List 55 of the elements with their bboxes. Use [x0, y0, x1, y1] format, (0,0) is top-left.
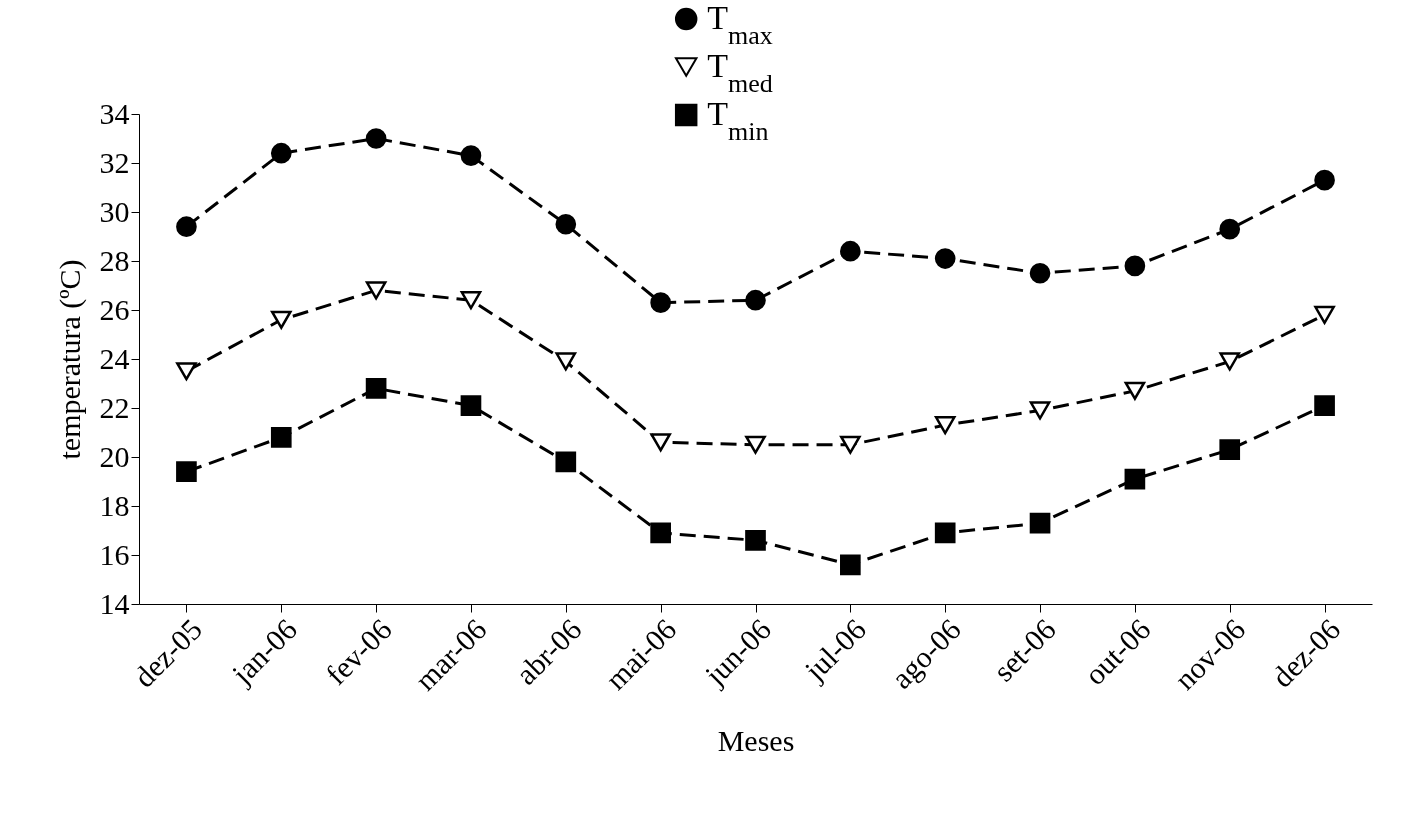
point [365, 378, 387, 399]
point [270, 310, 292, 329]
point [1124, 468, 1146, 490]
y-tick-label: 20 [99, 439, 130, 473]
point [270, 142, 292, 164]
y-tick-label: 26 [99, 292, 130, 326]
point [840, 554, 861, 576]
y-tick-label: 32 [99, 145, 130, 179]
point [840, 435, 861, 454]
y-tick-label: 16 [99, 537, 130, 571]
point [840, 240, 861, 262]
y-tick-label: 28 [99, 243, 130, 277]
point [1219, 352, 1241, 371]
point [745, 529, 766, 551]
point [650, 292, 671, 313]
y-tick-label: 14 [99, 586, 130, 620]
point [270, 427, 292, 448]
point [176, 461, 197, 483]
y-axis-title: temperatura (ºC) [52, 259, 87, 460]
point [934, 416, 956, 435]
point [1314, 305, 1335, 325]
point [934, 522, 956, 544]
point [1029, 512, 1051, 534]
y-tick-label: 22 [99, 390, 130, 424]
legend-label: T$_{min}$ [707, 95, 769, 146]
legend-label: T$_{max}$ [707, 0, 773, 50]
point [555, 213, 577, 235]
point [460, 291, 482, 310]
point [365, 281, 387, 300]
point [745, 435, 766, 454]
point [176, 216, 197, 238]
point [1029, 262, 1051, 284]
point [460, 395, 482, 416]
point [1314, 169, 1335, 191]
x-axis-title: Meses [717, 723, 795, 757]
y-tick-label: 24 [99, 341, 130, 375]
point [650, 433, 671, 452]
point [934, 248, 956, 269]
point [555, 352, 577, 371]
legend-label: T$_{med}$ [707, 47, 773, 98]
point [176, 362, 197, 381]
point [365, 128, 387, 149]
point [1029, 401, 1051, 420]
point [745, 289, 766, 311]
y-tick-label: 18 [99, 488, 130, 522]
point [1219, 218, 1241, 240]
point [650, 522, 671, 544]
y-tick-label: 30 [99, 194, 130, 228]
point [1314, 395, 1335, 416]
point [460, 145, 482, 166]
point [555, 451, 577, 473]
y-tick-label: 34 [99, 96, 130, 130]
point [1124, 381, 1146, 400]
point [1124, 255, 1146, 277]
point [1219, 439, 1241, 460]
